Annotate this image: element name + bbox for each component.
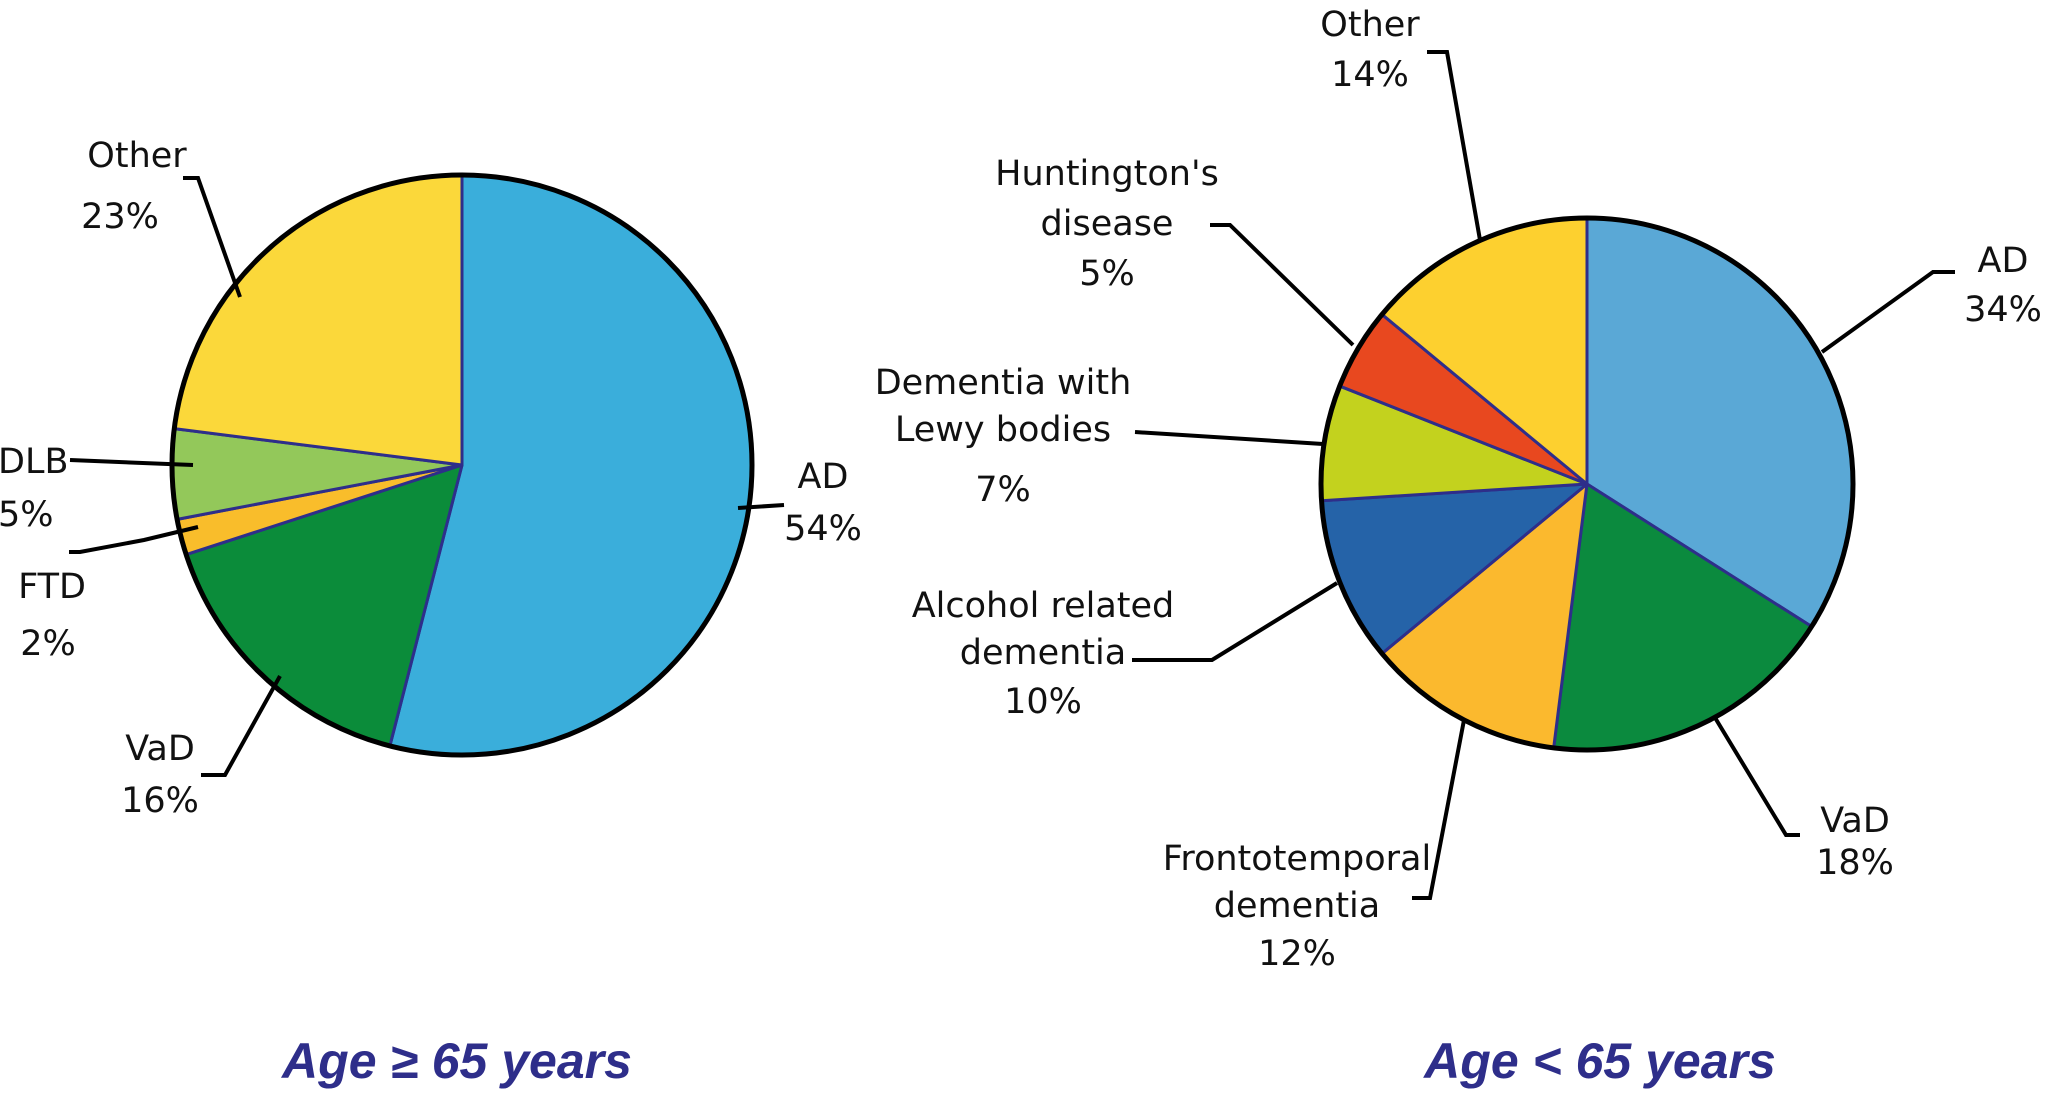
pie2-label-ftd-line1: Frontotemporal [1163,839,1431,879]
pie1-label-ftd: FTD [18,567,86,607]
pie1-leader-other [183,176,242,298]
pie1-label-ad: AD [798,457,849,497]
pie1-label-vad: VaD [125,729,195,769]
pie2-leader-other [1427,50,1482,241]
pie1-pct-vad: 16% [121,781,199,821]
pie-chart-age-under-65: AD 34% VaD 18% Frontotemporal dementia 1… [875,5,2042,1089]
pie1-title: Age ≥ 65 years [280,1033,632,1089]
pie2-pct-vad: 18% [1816,843,1894,883]
pie2-pct-other: 14% [1331,55,1409,95]
pie2-label-vad: VaD [1820,801,1890,841]
pie1-leader-ftd [69,525,199,554]
pie2-pct-huntington: 5% [1079,254,1135,294]
pie2-pct-ad: 34% [1964,290,2042,330]
pie1-leader-dlb [69,458,194,467]
pie1-leader-vad [201,675,282,777]
pie2-pct-ftd: 12% [1258,934,1336,974]
pie2-leader-dlb [1134,430,1324,446]
pie1-slices [170,173,754,757]
pie1-pct-ad: 54% [784,509,862,549]
pie2-label-huntington-line2: disease [1041,204,1174,244]
pie1-pct-ftd: 2% [20,624,76,664]
pie1-slice-other [172,173,464,467]
pie2-leader-ad [1820,270,1955,354]
pie2-pct-dlb: 7% [975,470,1031,510]
pie2-outline [1318,215,1856,753]
pie2-pct-alcohol: 10% [1004,682,1082,722]
pie2-label-dlb-line2: Lewy bodies [895,410,1111,450]
pie2-slices [1319,216,1855,752]
pie2-leader-ftd [1412,719,1466,900]
pie2-leader-huntington [1210,223,1355,347]
pie2-label-alcohol-line2: dementia [960,633,1126,673]
pie1-label-dlb: DLB [0,442,68,482]
pie1-pct-dlb: 5% [0,495,54,535]
pie1-pct-other: 23% [81,197,159,237]
pie2-label-dlb-line1: Dementia with [875,363,1132,403]
pie2-title: Age < 65 years [1422,1033,1776,1089]
pie2-label-other: Other [1320,5,1420,45]
pie2-label-ftd-line2: dementia [1214,886,1380,926]
pie1-label-other: Other [87,136,187,176]
pie2-leader-alcohol [1132,581,1339,662]
pie-chart-age-65-plus: AD 54% VaD 16% FTD 2% DLB 5% Other 23% A… [0,136,862,1089]
pie2-label-alcohol-line1: Alcohol related [912,586,1175,626]
pie2-label-huntington-line1: Huntington's [995,154,1219,194]
pie2-leader-vad [1712,714,1800,837]
pie1-leader-ad [737,503,785,510]
pie2-label-ad: AD [1978,241,2029,281]
